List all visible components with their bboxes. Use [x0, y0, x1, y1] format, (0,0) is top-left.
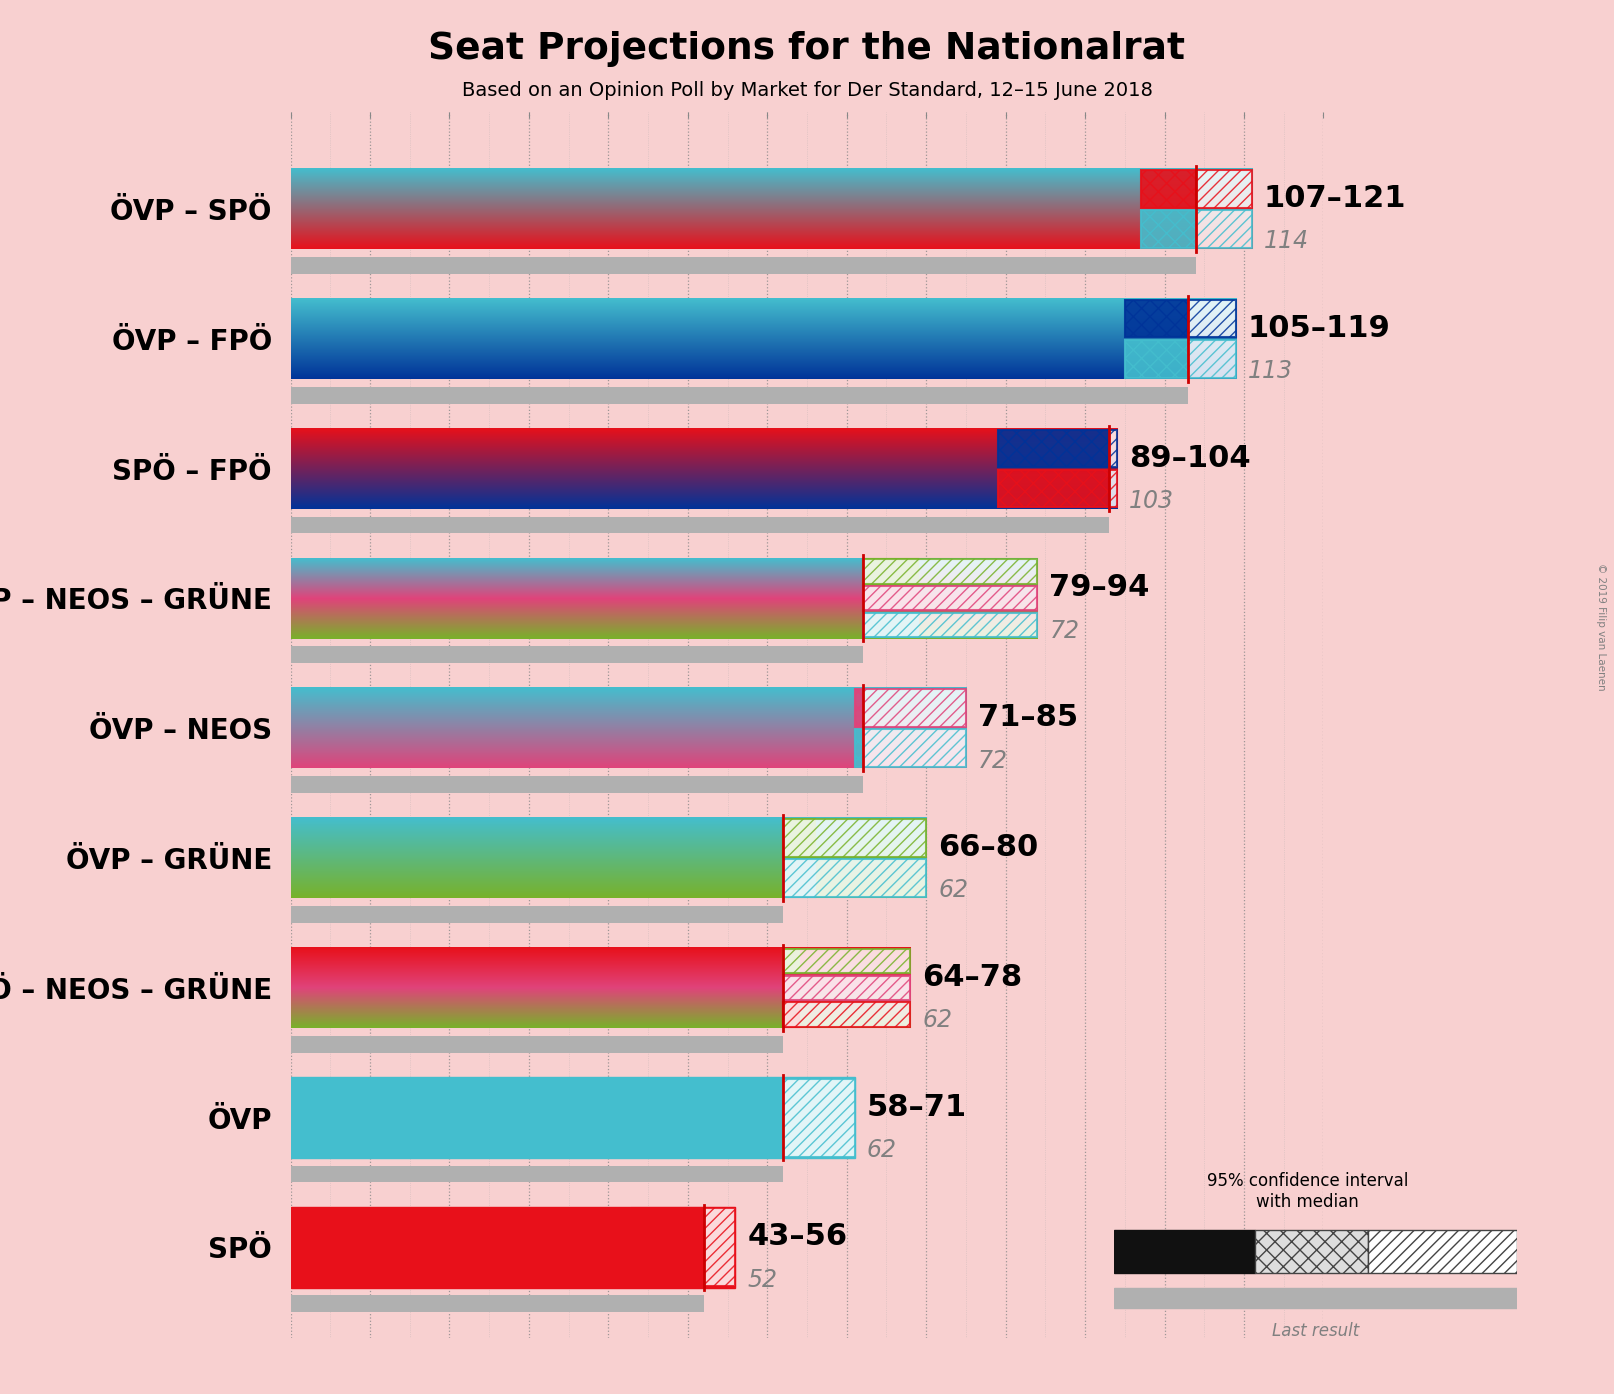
- Text: 79–94: 79–94: [1049, 573, 1149, 602]
- Text: 72: 72: [1049, 619, 1080, 643]
- Bar: [1141, 210, 1196, 248]
- Text: 62: 62: [922, 1008, 952, 1032]
- Bar: [783, 820, 815, 857]
- Bar: [291, 386, 1188, 404]
- Bar: [1196, 210, 1252, 248]
- Bar: [783, 1002, 910, 1027]
- Bar: [855, 689, 862, 726]
- Bar: [291, 1295, 704, 1312]
- Text: 113: 113: [1248, 360, 1293, 383]
- Bar: [862, 613, 1038, 637]
- Text: 89–104: 89–104: [1128, 443, 1251, 473]
- Bar: [1114, 1288, 1517, 1308]
- Text: 105–119: 105–119: [1248, 314, 1391, 343]
- Text: 58–71: 58–71: [867, 1093, 967, 1122]
- Text: 52: 52: [747, 1267, 778, 1292]
- Bar: [291, 517, 1109, 534]
- Text: 107–121: 107–121: [1264, 184, 1406, 213]
- Text: 43–56: 43–56: [747, 1223, 847, 1252]
- Bar: [783, 949, 910, 973]
- Text: 66–80: 66–80: [938, 834, 1038, 861]
- Bar: [783, 976, 799, 999]
- Bar: [291, 1207, 736, 1288]
- Bar: [291, 256, 1196, 273]
- Bar: [862, 613, 918, 637]
- Bar: [783, 859, 815, 896]
- Bar: [1188, 340, 1236, 378]
- Text: Seat Projections for the Nationalrat: Seat Projections for the Nationalrat: [428, 31, 1186, 67]
- Bar: [704, 1209, 736, 1287]
- Bar: [997, 470, 1109, 507]
- Bar: [1367, 1230, 1517, 1274]
- Text: Based on an Opinion Poll by Market for Der Standard, 12–15 June 2018: Based on an Opinion Poll by Market for D…: [462, 81, 1152, 100]
- Bar: [783, 976, 910, 999]
- Bar: [1109, 470, 1117, 507]
- Text: Last result: Last result: [1272, 1322, 1359, 1340]
- Bar: [1254, 1230, 1367, 1274]
- Bar: [862, 587, 918, 611]
- Text: 71–85: 71–85: [978, 703, 1078, 732]
- Bar: [997, 429, 1109, 467]
- Bar: [291, 1165, 783, 1182]
- Text: © 2019 Filip van Laenen: © 2019 Filip van Laenen: [1596, 563, 1606, 691]
- Bar: [633, 1209, 704, 1287]
- Bar: [1125, 340, 1188, 378]
- Bar: [783, 949, 799, 973]
- Bar: [1188, 300, 1236, 337]
- Bar: [862, 587, 1038, 611]
- Bar: [855, 729, 862, 767]
- Bar: [1109, 429, 1117, 467]
- Text: 62: 62: [938, 878, 968, 902]
- Bar: [862, 729, 965, 767]
- Bar: [862, 559, 1038, 584]
- Text: 72: 72: [978, 749, 1007, 772]
- Text: 64–78: 64–78: [922, 963, 1022, 993]
- Bar: [1141, 170, 1196, 208]
- Bar: [783, 859, 926, 896]
- Bar: [783, 820, 926, 857]
- Bar: [291, 1036, 783, 1052]
- Bar: [862, 689, 965, 726]
- Text: 62: 62: [867, 1138, 897, 1163]
- Bar: [1196, 170, 1252, 208]
- Bar: [1114, 1230, 1254, 1274]
- Bar: [291, 776, 862, 793]
- Bar: [291, 906, 783, 923]
- Bar: [752, 1079, 783, 1157]
- Bar: [1125, 300, 1188, 337]
- Bar: [862, 559, 918, 584]
- Text: 103: 103: [1128, 489, 1173, 513]
- Bar: [291, 647, 862, 664]
- Bar: [783, 1079, 855, 1157]
- Text: 114: 114: [1264, 230, 1309, 254]
- Text: 95% confidence interval
with median: 95% confidence interval with median: [1207, 1172, 1407, 1211]
- Bar: [291, 1078, 855, 1158]
- Bar: [783, 1002, 799, 1027]
